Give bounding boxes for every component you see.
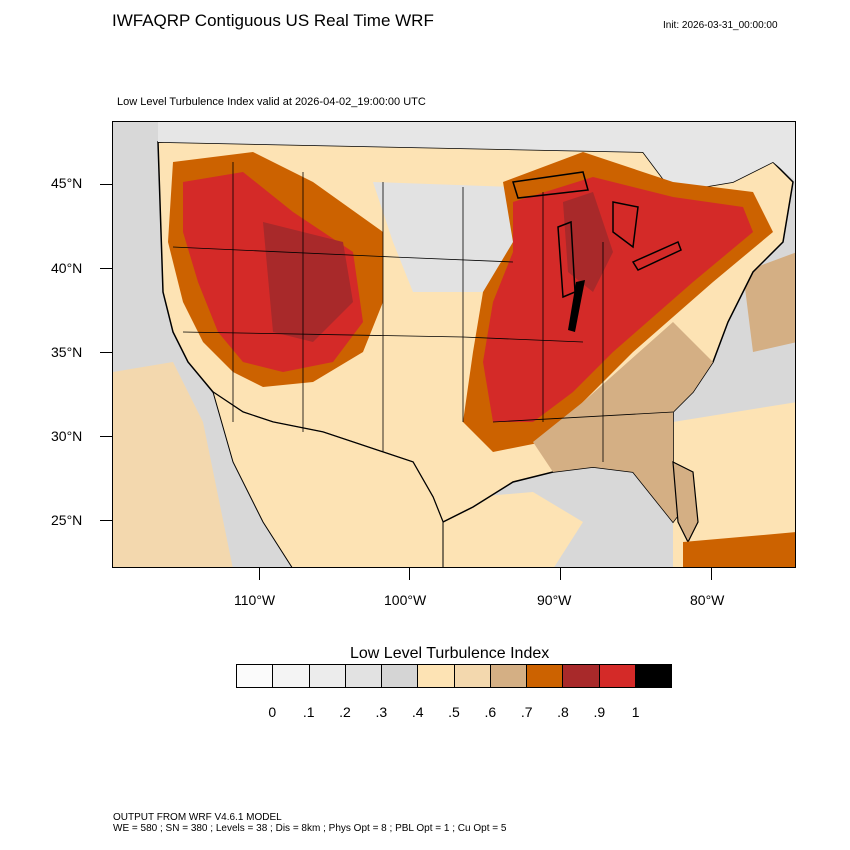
colorbar-label: .6 [484,704,497,720]
colorbar-title: Low Level Turbulence Index [350,645,550,662]
lat-tick [100,352,112,353]
colorbar-cell [454,665,491,687]
colorbar-label: .2 [339,704,351,720]
colorbar-label: .9 [593,704,606,720]
lat-label-30n: 30°N [51,428,83,444]
colorbar-label: 0 [268,704,277,720]
lat-tick [100,184,112,185]
lake-huron [612,201,639,249]
lon-tick [560,568,561,580]
florida-peninsula [672,460,699,544]
canada-region [158,122,795,192]
valid-time-subtitle: Low Level Turbulence Index valid at 2026… [117,96,426,108]
colorbar-cell [490,665,527,687]
colorbar [236,664,672,688]
lon-tick [259,568,260,580]
lake-erie [631,240,682,271]
colorbar-cell [273,665,310,687]
colorbar-label: .4 [411,704,424,720]
figure-title: IWFAQRP Contiguous US Real Time WRF [112,11,434,30]
colorbar-label: .3 [375,704,388,720]
nw-atlantic-field [743,252,795,352]
lat-tick [100,268,112,269]
lon-label-110w: 110°W [234,592,276,608]
lat-label-25n: 25°N [51,512,83,528]
colorbar-label: .5 [448,704,460,720]
atlantic-tan-field [673,402,795,567]
colorbar-cell [382,665,419,687]
colorbar-label: .1 [302,704,315,720]
plains-low-field [373,182,533,292]
lon-tick [711,568,712,580]
max-value-streak [568,280,585,332]
map-canvas [113,122,795,567]
lon-tick [409,568,410,580]
colorbar-label: .7 [520,704,533,720]
colorbar-cell [237,665,274,687]
init-time: Init: 2026-03-31_00:00:00 [663,20,778,31]
lat-tick [100,520,112,521]
caribbean-orange-field [683,532,795,567]
great-lakes-field [563,192,613,292]
lon-label-80w: 80°W [690,592,725,608]
lat-label-35n: 35°N [51,344,83,360]
colorbar-cell [563,665,600,687]
lon-label-90w: 90°W [537,592,572,608]
lat-label-45n: 45°N [51,175,83,191]
colorbar-cell [418,665,455,687]
lat-tick [100,436,112,437]
state-boundaries [172,162,674,462]
southeast-tan-field [533,322,713,522]
colorbar-cell [635,665,671,687]
lake-michigan [557,220,576,299]
model-config-line: WE = 580 ; SN = 380 ; Levels = 38 ; Dis … [113,823,507,834]
colorbar-cell [599,665,636,687]
colorbar-cell [527,665,564,687]
lake-superior [512,171,589,199]
colorbar-label: 1 [631,704,640,720]
pacific-tan-field [113,362,233,567]
colorbar-cell [309,665,346,687]
colorbar-cell [345,665,382,687]
east-red-field [483,177,753,422]
colorbar-label: .8 [557,704,569,720]
lon-label-100w: 100°W [384,592,427,608]
mexico-land [212,390,444,567]
lat-label-40n: 40°N [51,260,83,276]
model-output-line: OUTPUT FROM WRF V4.6.1 MODEL [113,812,282,823]
turbulence-map [112,121,796,568]
